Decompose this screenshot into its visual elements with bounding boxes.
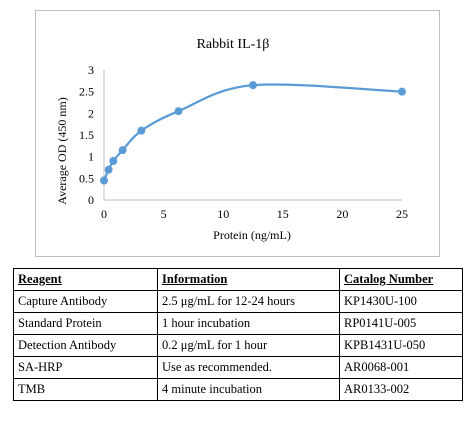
y-tick-label: 2 xyxy=(88,106,94,120)
x-tick-label: 25 xyxy=(396,207,408,221)
reagent-cell: TMB xyxy=(13,378,158,401)
information-cell: 4 minute incubation xyxy=(157,378,340,401)
y-tick-label: 0.5 xyxy=(79,171,94,185)
data-point xyxy=(100,176,108,185)
tick-labels: 0 0.5 1 1.5 2 2.5 3 0 5 10 15 20 25 xyxy=(79,63,408,221)
catalog-number-cell: AR0133-002 xyxy=(339,378,463,401)
reagent-cell: SA-HRP xyxy=(13,356,158,379)
header-information: Information xyxy=(157,268,340,291)
standard-curve-chart: Rabbit IL-1β Average OD (450 nm) Protein… xyxy=(55,37,408,242)
table-row: Capture Antibody 2.5 μg/mL for 12-24 hou… xyxy=(13,290,463,313)
chart-title: Rabbit IL-1β xyxy=(197,37,270,52)
information-cell: Use as recommended. xyxy=(157,356,340,379)
header-catalog-number: Catalog Number xyxy=(339,268,463,291)
table-row: SA-HRP Use as recommended. AR0068-001 xyxy=(13,356,463,379)
x-tick-label: 0 xyxy=(101,207,107,221)
reagent-cell: Capture Antibody xyxy=(13,290,158,313)
x-tick-label: 15 xyxy=(277,207,289,221)
y-tick-label: 3 xyxy=(88,63,94,77)
chart-frame: Rabbit IL-1β Average OD (450 nm) Protein… xyxy=(35,10,440,257)
data-point xyxy=(398,87,406,96)
y-tick-label: 1 xyxy=(88,150,94,164)
x-axis-label: Protein (ng/mL) xyxy=(213,228,291,242)
catalog-number-cell: AR0068-001 xyxy=(339,356,463,379)
data-point xyxy=(137,126,146,135)
series-line xyxy=(102,83,403,181)
reagent-cell: Standard Protein xyxy=(13,312,158,335)
data-points xyxy=(100,81,406,185)
information-cell: 1 hour incubation xyxy=(157,312,340,335)
data-point xyxy=(104,165,113,174)
table-row: Standard Protein 1 hour incubation RP014… xyxy=(13,312,463,335)
x-tick-label: 5 xyxy=(161,207,167,221)
y-tick-label: 0 xyxy=(88,193,94,207)
data-point xyxy=(118,146,127,155)
x-tick-label: 10 xyxy=(217,207,229,221)
catalog-number-cell: KP1430U-100 xyxy=(339,290,463,313)
y-axis-label: Average OD (450 nm) xyxy=(55,97,69,204)
catalog-number-cell: KPB1431U-050 xyxy=(339,334,463,357)
y-tick-label: 1.5 xyxy=(79,128,94,142)
data-point xyxy=(249,81,257,90)
header-reagent: Reagent xyxy=(13,268,158,291)
reagent-cell: Detection Antibody xyxy=(13,334,158,357)
reagent-table: Reagent Information Catalog Number Captu… xyxy=(13,268,463,401)
data-point xyxy=(109,157,118,165)
table-header-row: Reagent Information Catalog Number xyxy=(13,268,463,291)
catalog-number-cell: RP0141U-005 xyxy=(339,312,463,335)
y-tick-label: 2.5 xyxy=(79,85,94,99)
information-cell: 0.2 μg/mL for 1 hour xyxy=(157,334,340,357)
table-row: Detection Antibody 0.2 μg/mL for 1 hour … xyxy=(13,334,463,357)
information-cell: 2.5 μg/mL for 12-24 hours xyxy=(157,290,340,313)
data-point xyxy=(174,107,183,116)
x-tick-label: 20 xyxy=(336,207,348,221)
table-row: TMB 4 minute incubation AR0133-002 xyxy=(13,378,463,401)
